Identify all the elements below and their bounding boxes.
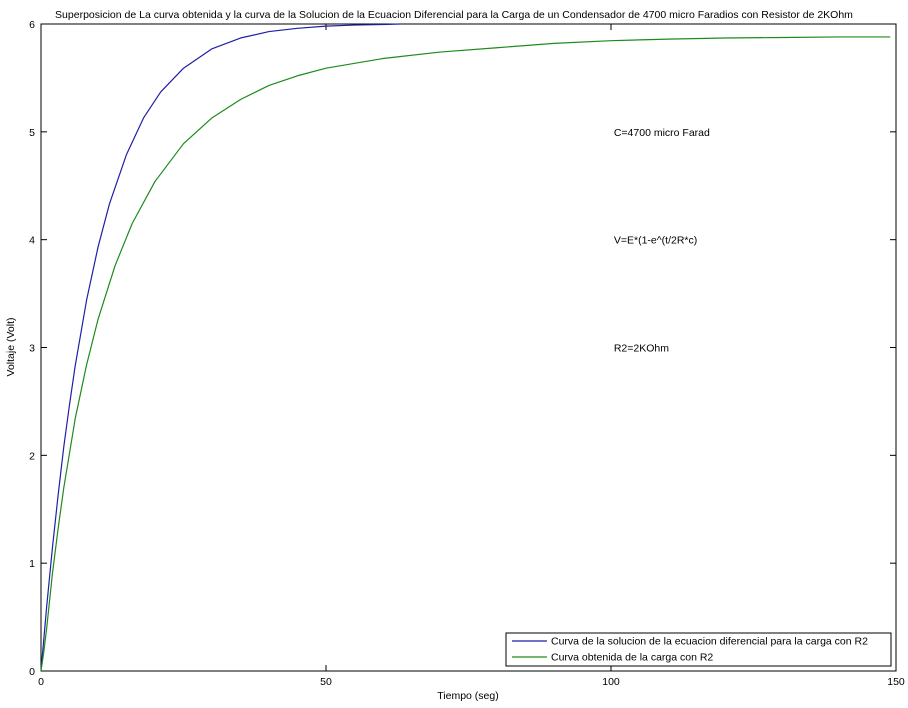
y-tick-label: 6: [29, 19, 35, 31]
x-tick-label: 50: [320, 676, 332, 688]
series-line-1: [40, 23, 401, 672]
y-tick-label: 1: [29, 558, 35, 570]
x-tick-label: 0: [38, 676, 44, 688]
legend-box: [505, 632, 892, 667]
plot-area: [40, 23, 897, 672]
annotation-text: V=E*(1-e^(t/2R*c): [614, 235, 697, 247]
annotation-layer: C=4700 micro Farad V=E*(1-e^(t/2R*c) R2=2K…: [614, 127, 710, 355]
legend-label-series-1: Curva de la solucion de la ecuacion dife…: [551, 636, 868, 648]
series-line-2: [40, 36, 891, 672]
chart-title: Superposicion de La curva obtenida y la …: [55, 9, 853, 21]
annotation-text: R2=2KOhm: [614, 343, 669, 355]
axes-layer: 0 50 100 150 0 1 2 3 4 5 6: [29, 19, 905, 688]
series-layer: [40, 23, 891, 672]
y-tick-label: 5: [29, 127, 35, 139]
x-tick-label: 150: [887, 676, 905, 688]
legend: Curva de la solucion de la ecuacion dife…: [505, 632, 892, 667]
annotation-text: C=4700 micro Farad: [614, 127, 710, 139]
y-tick-label: 0: [29, 666, 35, 678]
y-tick-label: 2: [29, 450, 35, 462]
y-tick-label: 4: [29, 235, 35, 247]
y-tick-label: 3: [29, 343, 35, 355]
x-tick-label: 100: [602, 676, 620, 688]
legend-label-series-2: Curva obtenida de la carga con R2: [551, 652, 713, 664]
y-axis-label: Voltaje (Volt): [5, 318, 17, 377]
x-axis-label: Tiempo (seg): [437, 690, 498, 702]
